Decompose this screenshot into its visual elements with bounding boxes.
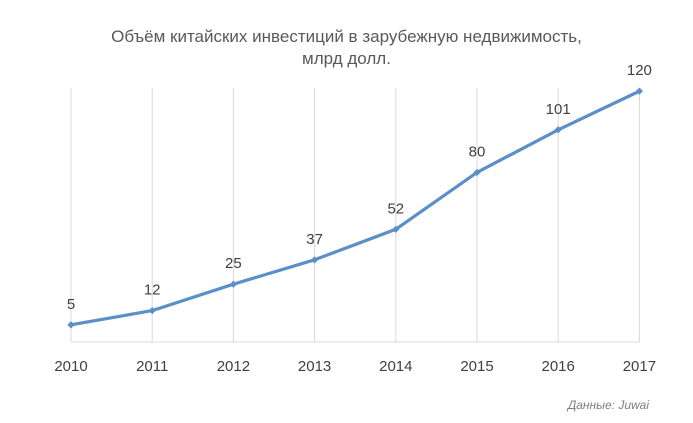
- x-tick-label-2014: 2014: [379, 358, 412, 375]
- data-label-2017: 120: [627, 62, 652, 79]
- data-point-2010: [67, 321, 75, 329]
- data-point-2011: [148, 307, 156, 315]
- data-point-2013: [311, 256, 319, 264]
- x-tick-label-2012: 2012: [217, 358, 250, 375]
- series-line-0: [69, 89, 642, 327]
- x-tick-label-2011: 2011: [136, 358, 168, 375]
- x-tick-label-2013: 2013: [298, 358, 331, 375]
- x-tick-label-2016: 2016: [542, 358, 575, 375]
- x-tick-label-2010: 2010: [54, 358, 87, 375]
- x-tick-label-2017: 2017: [623, 358, 656, 375]
- chart-subtitle: млрд долл.: [302, 49, 391, 68]
- chart-title: Объём китайских инвестиций в зарубежную …: [0, 26, 693, 70]
- data-label-2014: 52: [387, 200, 404, 217]
- data-point-2015: [473, 168, 481, 177]
- data-label-2013: 37: [306, 231, 323, 248]
- chart-title-line1: Объём китайских инвестиций в зарубежную …: [111, 27, 582, 46]
- source-note: Данные: Juwai: [567, 398, 649, 412]
- data-label-2010: 5: [67, 296, 75, 313]
- data-point-2014: [392, 225, 400, 233]
- data-point-2016: [554, 126, 562, 134]
- data-point-2012: [229, 280, 237, 288]
- data-label-2011: 12: [144, 282, 161, 299]
- data-point-2017: [635, 87, 643, 95]
- data-label-2012: 25: [225, 255, 242, 272]
- x-tick-label-2015: 2015: [460, 358, 493, 375]
- data-label-2015: 80: [469, 143, 486, 160]
- data-label-2016: 101: [546, 101, 571, 118]
